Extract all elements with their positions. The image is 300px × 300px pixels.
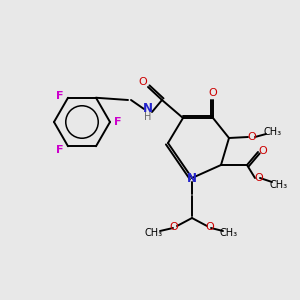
Text: F: F — [56, 145, 64, 155]
Text: F: F — [56, 91, 64, 101]
Text: O: O — [255, 173, 263, 183]
Text: O: O — [139, 77, 147, 87]
Text: CH₃: CH₃ — [270, 180, 288, 190]
Text: H: H — [144, 112, 152, 122]
Text: F: F — [114, 117, 122, 127]
Text: O: O — [206, 222, 214, 232]
Text: O: O — [169, 222, 178, 232]
Text: O: O — [248, 132, 256, 142]
Text: N: N — [143, 103, 153, 116]
Text: CH₃: CH₃ — [145, 228, 163, 238]
Text: N: N — [187, 172, 197, 184]
Text: O: O — [208, 88, 217, 98]
Text: CH₃: CH₃ — [220, 228, 238, 238]
Text: CH₃: CH₃ — [264, 127, 282, 137]
Text: O: O — [259, 146, 267, 156]
